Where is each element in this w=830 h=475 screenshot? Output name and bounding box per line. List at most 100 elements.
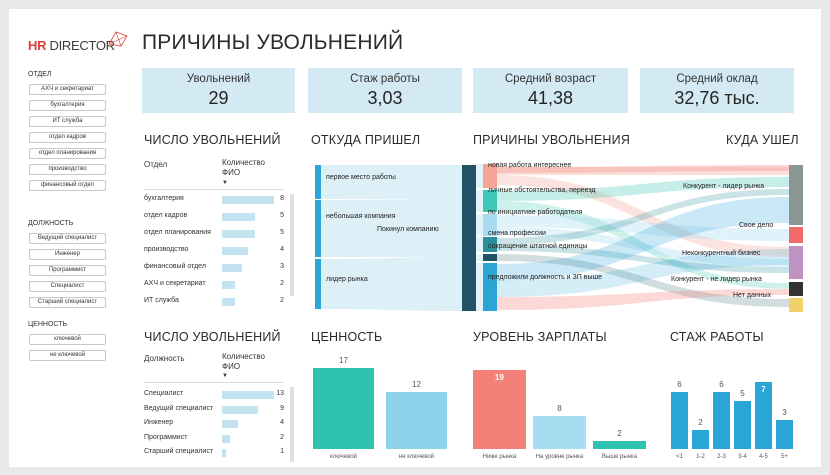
sankey-flow — [497, 201, 789, 289]
sankey-reason-label: новая работа интереснее — [488, 162, 572, 169]
table-row-label: отдел планирования — [144, 229, 211, 236]
filter-chip[interactable]: не ключевой — [29, 350, 106, 361]
value-chart-title: ЦЕННОСТЬ — [311, 330, 383, 344]
table-row-bar — [222, 264, 242, 272]
sankey-node — [315, 259, 321, 309]
count-col-header[interactable]: Количество ФИО — [222, 158, 265, 177]
filter-chip[interactable]: Инженер — [29, 249, 106, 260]
chart-bar[interactable] — [671, 391, 688, 449]
chart-bar[interactable] — [386, 391, 447, 449]
filter-chip[interactable]: отдел планирования — [29, 148, 106, 159]
sankey-from-title: ОТКУДА ПРИШЕЛ — [311, 133, 421, 147]
hr-director-logo: HR DIRECTOR — [28, 38, 115, 53]
filter-chip[interactable]: Программист — [29, 265, 106, 276]
data-label: 3 — [782, 408, 787, 418]
sankey-flow — [497, 177, 789, 201]
sankey-diagram[interactable] — [299, 149, 811, 314]
sankey-reason-label: предложили должность и ЗП выше — [488, 274, 602, 281]
sankey-flow — [476, 254, 483, 261]
chart-bar[interactable] — [692, 429, 709, 449]
filter-chip[interactable]: ИТ служба — [29, 116, 106, 127]
table-row-value: 13 — [276, 390, 284, 397]
sankey-flow — [497, 165, 789, 173]
sankey-node — [483, 263, 497, 311]
chart-bar[interactable] — [776, 420, 793, 449]
sankey-flow — [497, 175, 789, 257]
table-row-value: 2 — [280, 433, 284, 441]
chart-bar[interactable] — [473, 370, 526, 449]
data-label: 2 — [698, 417, 703, 427]
pos-table-scrollbar[interactable] — [290, 387, 294, 462]
category-label: 5+ — [781, 454, 788, 460]
dept-table-title: ЧИСЛО УВОЛЬНЕНИЙ — [144, 133, 281, 147]
filter-chip[interactable]: Старший специалист — [29, 297, 106, 308]
sankey-node — [483, 190, 497, 212]
filter-chip[interactable]: Ведущий специалист — [29, 233, 106, 244]
sankey-reason-label: по инициативе работодателя — [488, 209, 583, 216]
sankey-from-label: небольшая компания — [326, 213, 396, 220]
sankey-middle-label: Покинул компанию — [377, 226, 439, 233]
filter-chip[interactable]: АХЧ и секретариат — [29, 84, 106, 95]
sankey-node — [483, 254, 497, 261]
filter-chip[interactable]: производство — [29, 164, 106, 175]
table-row-bar — [222, 420, 238, 428]
table-row-label: Специалист — [144, 390, 184, 397]
category-label: ключевой — [330, 454, 357, 460]
category-label: 1-2 — [696, 454, 705, 460]
chart-bar[interactable] — [593, 440, 646, 449]
pos-table-title: ЧИСЛО УВОЛЬНЕНИЙ — [144, 330, 281, 344]
table-row-bar — [222, 405, 258, 414]
tenure-chart-title: СТАЖ РАБОТЫ — [670, 330, 764, 344]
sankey-flow — [497, 215, 789, 241]
table-row-bar — [222, 247, 248, 255]
data-label: 12 — [412, 379, 421, 389]
sankey-flow — [497, 227, 789, 267]
position-col-header[interactable]: Должность — [144, 354, 185, 363]
table-row-label: Программист — [144, 433, 188, 441]
header-divider — [144, 382, 284, 383]
dashboard-canvas: HR DIRECTOR ПРИЧИНЫ УВОЛЬНЕНИЙ ОТДЕЛ АХЧ… — [9, 9, 821, 467]
sankey-destination-label: Конкурент - лидер рынка — [683, 183, 765, 190]
table-row-label: бухгалтерия — [144, 195, 184, 202]
count-col-header[interactable]: Количество ФИО — [222, 352, 265, 371]
logo-mark-icon — [108, 31, 128, 47]
table-row-label: отдел кадров — [144, 212, 188, 219]
sankey-flow — [497, 189, 789, 245]
table-row-value: 4 — [280, 419, 284, 426]
kpi-value: 32,76 тыс. — [674, 88, 760, 108]
sort-down-icon[interactable]: ▼ — [222, 373, 228, 379]
salary-chart-title: УРОВЕНЬ ЗАРПЛАТЫ — [473, 330, 607, 344]
table-row-value: 4 — [280, 246, 284, 253]
filter-chip[interactable]: Специалист — [29, 281, 106, 292]
sankey-reasons-title: ПРИЧИНЫ УВОЛЬНЕНИЯ — [473, 133, 631, 147]
sankey-node — [483, 237, 497, 252]
sankey-flow — [476, 263, 483, 311]
filter-chip[interactable]: бухгалтерия — [29, 100, 106, 111]
filter-chip[interactable]: ключевой — [29, 334, 106, 345]
dept-table-scrollbar[interactable] — [290, 194, 294, 296]
table-row-bar — [222, 298, 235, 306]
table-row-bar — [222, 391, 274, 399]
filter-chip[interactable]: отдел кадров — [29, 132, 106, 143]
chart-bar[interactable] — [734, 401, 751, 449]
kpi-label: Средний возраст — [504, 73, 597, 85]
chart-bar[interactable] — [313, 368, 374, 449]
category-label: Выше рынка — [601, 454, 638, 460]
sankey-to-title: КУДА УШЕЛ — [726, 133, 799, 147]
category-label: На уровне рынка — [535, 454, 584, 460]
kpi-card-dismissals: Увольнений 29 — [142, 68, 295, 113]
chart-bar[interactable] — [755, 382, 772, 449]
data-label: 2 — [617, 428, 622, 438]
sort-down-icon[interactable]: ▼ — [222, 180, 228, 186]
table-row-bar — [222, 213, 255, 221]
filter-chip[interactable]: финансовый отдел — [29, 180, 106, 191]
sankey-flow — [321, 257, 462, 311]
chart-bar[interactable] — [713, 391, 730, 449]
category-label: <1 — [676, 454, 683, 460]
sankey-flow — [476, 237, 483, 252]
sankey-flow — [476, 164, 483, 188]
category-label: Ниже рынка — [482, 454, 517, 460]
chart-bar[interactable] — [533, 415, 586, 449]
header-divider — [144, 189, 284, 190]
dept-col-header[interactable]: Отдел — [144, 160, 168, 169]
